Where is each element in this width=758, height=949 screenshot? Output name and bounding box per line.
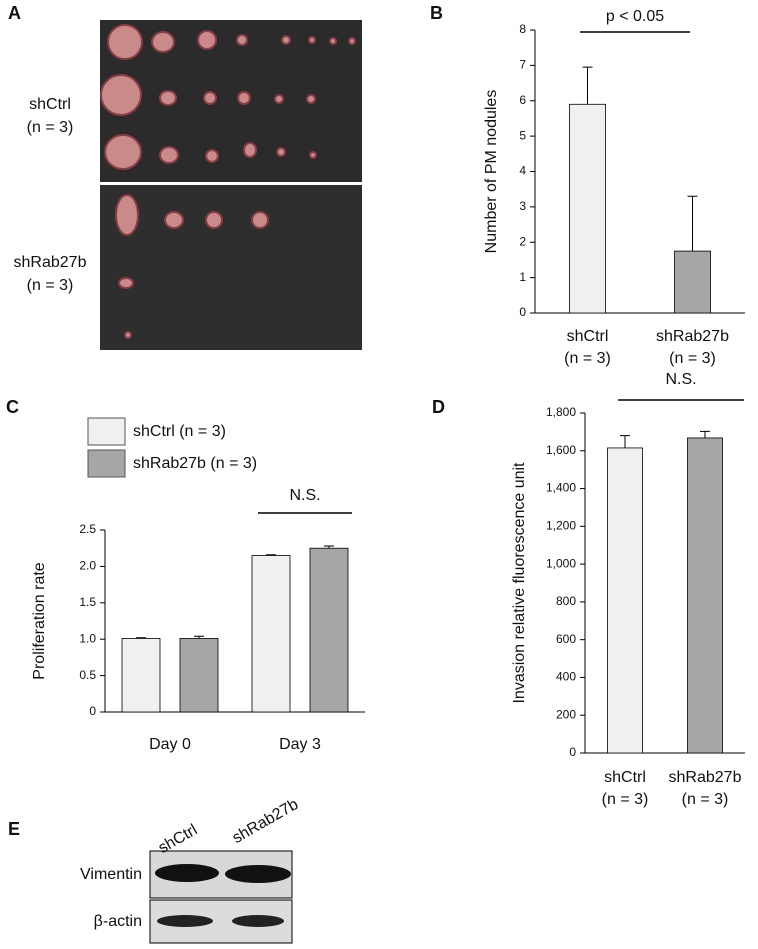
x-tick-label: shCtrl: [567, 328, 609, 345]
error-bar: [687, 195, 698, 252]
x-tick-sublabel: (n = 3): [602, 791, 649, 808]
error-bar: [700, 430, 710, 438]
y-tick-label: 1.5: [79, 595, 96, 609]
y-tick-label: 2.5: [79, 522, 96, 536]
tumor-photo: [100, 20, 362, 350]
group-n: (n = 3): [27, 277, 74, 294]
x-tick-label: shRab27b: [669, 769, 742, 786]
y-tick-label: 4: [519, 164, 526, 178]
y-tick-label: 1.0: [79, 631, 96, 645]
y-tick-label: 7: [519, 58, 526, 72]
y-tick-label: 1,200: [546, 519, 576, 533]
y-tick-label: 800: [556, 594, 576, 608]
panel-letter: B: [430, 3, 443, 23]
bar: [251, 555, 291, 713]
panel-letter: C: [6, 397, 19, 417]
error-bar: [582, 66, 593, 105]
x-tick-label: Day 0: [149, 736, 191, 753]
y-tick-label: 0: [89, 704, 96, 718]
blot-column: shRab27b: [230, 796, 302, 847]
legend-label: shCtrl (n = 3): [133, 423, 226, 440]
x-tick-sublabel: (n = 3): [564, 350, 611, 367]
legend-label: shRab27b (n = 3): [133, 455, 257, 472]
western-blot: [149, 850, 293, 944]
error-bar: [266, 554, 276, 556]
y-axis-label: Number of PM nodules: [483, 90, 500, 254]
y-tick-label: 1,600: [546, 443, 576, 457]
y-tick-label: 1,800: [546, 405, 576, 419]
y-tick-label: 5: [519, 128, 526, 142]
bar: [179, 638, 219, 713]
y-tick-label: 8: [519, 22, 526, 36]
error-bar: [620, 435, 630, 448]
group-label: shCtrl: [29, 96, 71, 113]
bar: [121, 638, 161, 713]
legend-swatch: [87, 449, 126, 478]
bar: [687, 437, 723, 754]
group-n: (n = 3): [27, 119, 74, 136]
x-tick-sublabel: (n = 3): [669, 350, 716, 367]
y-tick-label: 400: [556, 670, 576, 684]
error-bar: [194, 635, 204, 639]
y-tick-label: 200: [556, 707, 576, 721]
y-tick-label: 600: [556, 632, 576, 646]
y-tick-label: 0: [569, 745, 576, 759]
y-axis-label: Proliferation rate: [31, 562, 48, 679]
y-tick-label: 1: [519, 270, 526, 284]
panel-letter: D: [432, 397, 445, 417]
bar: [607, 447, 643, 754]
legend-swatch: [87, 417, 126, 446]
x-tick-label: shRab27b: [656, 328, 729, 345]
panel-letter: E: [8, 819, 20, 839]
bar: [569, 103, 606, 314]
bar: [309, 547, 349, 713]
annotation: N.S.: [665, 371, 696, 388]
group-label: shRab27b: [14, 254, 87, 271]
annotation: p < 0.05: [606, 8, 664, 25]
annotation: N.S.: [289, 487, 320, 504]
x-tick-sublabel: (n = 3): [682, 791, 729, 808]
y-axis-label: Invasion relative fluorescence unit: [511, 462, 528, 704]
y-tick-label: 2: [519, 234, 526, 248]
blot-row: β-actin: [94, 913, 142, 930]
y-tick-label: 1,400: [546, 481, 576, 495]
y-tick-label: 0.5: [79, 668, 96, 682]
bar: [674, 250, 711, 314]
x-tick-label: shCtrl: [604, 769, 646, 786]
y-tick-label: 6: [519, 93, 526, 107]
y-tick-label: 3: [519, 199, 526, 213]
x-tick-label: Day 3: [279, 736, 321, 753]
error-bar: [136, 637, 146, 639]
blot-row: Vimentin: [80, 866, 142, 883]
y-tick-label: 1,000: [546, 556, 576, 570]
y-tick-label: 2.0: [79, 559, 96, 573]
panel-letter: A: [8, 3, 21, 23]
error-bar: [324, 545, 334, 549]
y-tick-label: 0: [519, 305, 526, 319]
